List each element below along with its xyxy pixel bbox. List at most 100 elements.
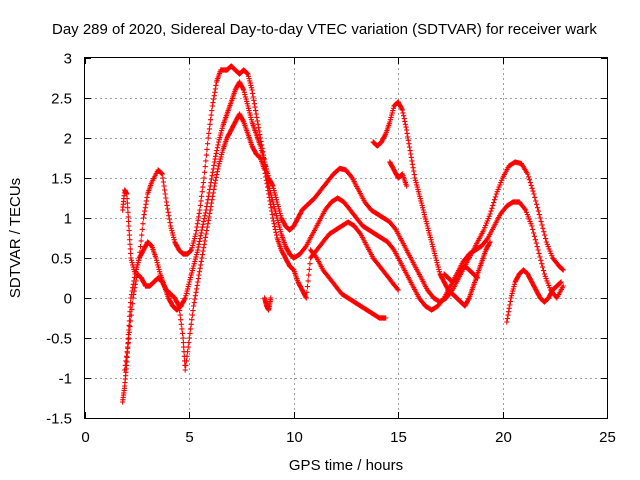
data-point [273,210,279,216]
data-point [129,301,135,307]
data-point [269,182,275,188]
data-point [136,257,142,263]
data-point [495,186,501,192]
data-point [194,286,200,292]
data-point [429,241,435,247]
data-point [185,349,191,355]
data-point [536,250,542,256]
data-point [433,257,439,263]
data-point [409,161,416,167]
data-point [424,223,430,229]
data-point [126,232,132,238]
data-point [162,191,168,197]
data-point [426,228,432,234]
data-point [410,165,416,171]
data-point [171,234,177,240]
data-point [526,216,532,222]
data-point [423,216,429,222]
data-point [417,193,423,199]
data-point [194,221,201,227]
data-point [175,302,181,308]
data-point [133,266,139,272]
data-point [189,270,195,276]
data-point [244,98,250,104]
data-point [244,70,250,76]
data-point [202,234,209,240]
data-point [189,268,195,274]
data-point [192,258,198,264]
data-point [541,271,547,277]
data-points [120,63,566,405]
data-point [417,196,423,202]
data-point [153,255,159,261]
data-point [419,202,425,208]
data-point [414,184,420,190]
data-point [177,308,183,314]
data-point [216,161,222,167]
y-tick-label: 0.5 [51,251,72,268]
data-point [507,298,513,304]
data-point [210,100,216,106]
data-point [408,151,414,157]
data-point [193,228,199,234]
data-point [164,202,170,208]
data-point [272,226,278,232]
data-point [431,248,437,254]
data-point [357,230,363,236]
data-point [183,362,189,368]
data-point [253,108,259,114]
data-point [276,224,283,230]
data-point [201,241,207,247]
data-point [199,255,205,261]
data-point [204,146,210,152]
data-point [205,217,212,223]
data-point [213,150,219,156]
data-point [560,283,566,289]
data-point [511,281,518,287]
data-point [208,204,214,210]
data-point [183,293,189,299]
data-point [219,149,225,155]
data-point [529,223,535,229]
data-point [523,207,529,213]
data-point [203,152,209,158]
data-point [215,142,221,148]
data-point [191,263,197,269]
data-point [192,293,198,299]
data-point [534,244,540,250]
data-point [129,306,135,312]
data-point [192,296,198,302]
data-point [383,315,389,321]
data-point [218,154,224,160]
y-tick-label: -1.5 [46,411,72,428]
data-point [128,312,134,318]
data-point [183,358,189,364]
data-point [189,312,195,318]
data-point [307,261,313,267]
data-point [406,141,412,147]
data-point [122,362,128,368]
data-point [302,244,308,250]
data-point [484,218,490,224]
data-point [180,340,186,346]
data-point [211,159,218,165]
data-point [197,207,203,213]
data-point [163,199,169,205]
data-point [528,182,534,188]
data-point [219,128,225,134]
data-point [507,302,513,308]
data-point [262,159,268,165]
data-point [124,349,130,355]
data-point [195,244,201,250]
data-point [128,255,134,261]
data-point [405,137,411,143]
data-point [407,148,413,154]
data-point [192,233,198,239]
data-point [198,258,204,264]
data-point [132,281,138,287]
y-axis: -1.5 -1 -0.5 0 0.5 1 1.5 2 2.5 3 [46,51,607,428]
data-point [213,82,219,88]
data-point [264,181,270,187]
data-point [132,285,138,291]
